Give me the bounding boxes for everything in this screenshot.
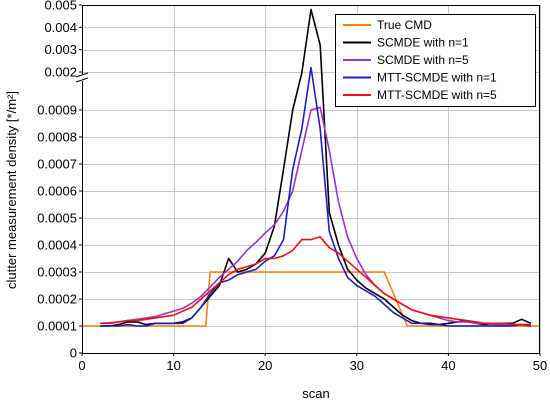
y-tick-label: 0.0004 — [37, 238, 77, 253]
y-tick-label: 0.0005 — [37, 211, 77, 226]
x-tick-label: 30 — [350, 358, 364, 373]
y-tick-label: 0.003 — [44, 42, 77, 57]
x-tick-label: 50 — [533, 358, 547, 373]
y-tick-label: 0.0008 — [37, 130, 77, 145]
legend: True CMD SCMDE with n=1 SCMDE with n=5 MTT-… — [335, 14, 536, 107]
y-tick-label: 0.0006 — [37, 184, 77, 199]
y-tick-labels: 0 0.0001 0.0002 0.0003 0.0004 0.0005 0.0006 0.0… — [37, 0, 82, 361]
y-tick-label: 0 — [70, 346, 77, 361]
plot-frame — [82, 5, 540, 354]
y-tick-label: 0.002 — [44, 65, 77, 80]
x-axis-label: scan — [302, 386, 329, 401]
y-tick-label: 0.0009 — [37, 103, 77, 118]
y-tick-label: 0.0002 — [37, 292, 77, 307]
series-line — [100, 236, 531, 326]
y-tick-label: 0.0001 — [37, 319, 77, 334]
legend-entry: MTT-SCMDE with n=5 — [377, 88, 497, 102]
series-line — [100, 66, 531, 327]
y-tick-label: 0.004 — [44, 20, 77, 35]
y-tick-label: 0.005 — [44, 0, 77, 13]
y-tick-label: 0.0003 — [37, 265, 77, 280]
axis-break-slash — [75, 77, 89, 83]
legend-entry: SCMDE with n=5 — [377, 53, 469, 67]
legend-entry: True CMD — [377, 18, 432, 32]
x-tick-label: 40 — [441, 358, 455, 373]
legend-entry: SCMDE with n=1 — [377, 36, 469, 50]
series-line — [82, 271, 540, 327]
x-tick-label: 10 — [166, 358, 180, 373]
x-tick-labels: 0 10 20 30 40 50 — [78, 353, 547, 373]
series-lines — [82, 8, 540, 327]
axis-break-gap — [76, 74, 88, 81]
axis-break-marker — [75, 72, 89, 83]
legend-entry: MTT-SCMDE with n=1 — [377, 71, 497, 85]
y-axis-label: clutter measurement density [*/m²] — [4, 91, 19, 289]
axes — [82, 5, 540, 354]
x-tick-label: 20 — [258, 358, 272, 373]
y-tick-label: 0.0007 — [37, 157, 77, 172]
x-tick-label: 0 — [78, 358, 85, 373]
axis-break-slash — [75, 72, 89, 78]
series-line — [100, 106, 531, 327]
